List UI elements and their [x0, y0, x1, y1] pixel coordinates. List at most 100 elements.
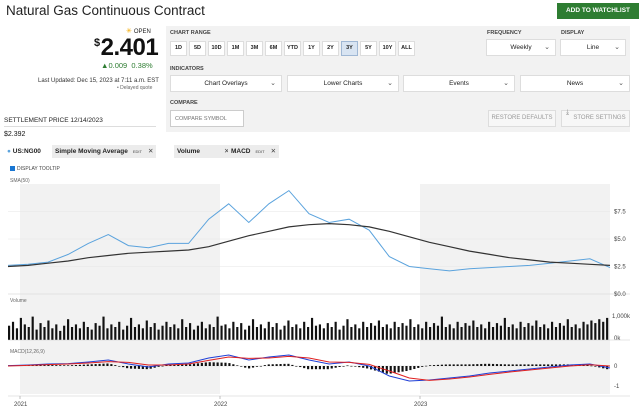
macd-histogram-bar	[122, 366, 125, 368]
change-percent: 0.38%	[131, 61, 153, 70]
volume-bar	[460, 327, 463, 340]
change-value: 0.009	[108, 61, 128, 70]
macd-histogram-bar	[535, 364, 538, 366]
restore-defaults-button[interactable]: RESTORE DEFAULTS	[488, 110, 556, 127]
volume-bar	[318, 324, 322, 340]
macd-chip[interactable]: MACD EDIT ✕	[228, 145, 280, 158]
macd-histogram-bar	[86, 364, 89, 366]
macd-histogram-bar	[275, 364, 278, 366]
range-button-ytd[interactable]: YTD	[284, 41, 301, 56]
macd-panel-label: MACD(12,26,9)	[10, 349, 45, 355]
indicators-label: INDICATORS	[170, 66, 204, 72]
range-button-10d[interactable]: 10D	[208, 41, 225, 56]
price-change: ▲0.009 0.38%	[101, 61, 153, 70]
range-button-3y[interactable]: 3Y	[341, 41, 358, 56]
range-button-3m[interactable]: 3M	[246, 41, 263, 56]
volume-chip[interactable]: Volume ✕	[174, 145, 233, 158]
store-settings-button[interactable]: ⤓ STORE SETTINGS	[561, 109, 630, 127]
volume-bar	[228, 328, 231, 340]
display-tooltip-toggle[interactable]: DISPLAY TOOLTIP	[10, 166, 60, 172]
macd-histogram-bar	[464, 364, 467, 366]
edit-link[interactable]: EDIT	[255, 149, 265, 154]
range-button-1d[interactable]: 1D	[170, 41, 187, 56]
symbol-chip[interactable]: ● US:NG00	[4, 145, 44, 158]
range-button-2y[interactable]: 2Y	[322, 41, 339, 56]
volume-bar	[602, 321, 605, 340]
volume-bar	[141, 328, 144, 340]
events-select[interactable]: Events ⌄	[403, 75, 515, 92]
volume-bar	[295, 324, 298, 340]
frequency-select[interactable]: Weekly ⌄	[486, 39, 556, 56]
volume-bar	[507, 327, 510, 340]
volume-bar	[259, 324, 262, 340]
y-tick-label: $0.0	[614, 292, 626, 298]
macd-histogram-bar	[511, 364, 514, 366]
macd-line	[7, 354, 611, 382]
volume-bar	[244, 329, 247, 340]
range-button-1y[interactable]: 1Y	[303, 41, 320, 56]
macd-histogram-bar	[287, 363, 290, 366]
volume-bar	[255, 327, 259, 340]
volume-bar	[413, 327, 416, 340]
macd-histogram-bar	[47, 365, 50, 366]
macd-histogram-bar	[397, 366, 400, 373]
macd-histogram-bar	[232, 364, 235, 366]
sma-chip[interactable]: Simple Moving Average EDIT ✕	[52, 145, 157, 158]
compare-symbol-input[interactable]	[170, 110, 244, 127]
volume-bar	[590, 320, 593, 340]
volume-bar	[240, 323, 243, 340]
close-icon[interactable]: ✕	[224, 148, 230, 155]
currency-symbol: $	[94, 37, 100, 49]
volume-bar	[354, 324, 357, 340]
add-to-watchlist-button[interactable]: ADD TO WATCHLIST	[557, 3, 639, 19]
range-button-10y[interactable]: 10Y	[379, 41, 396, 56]
macd-histogram-bar	[523, 364, 526, 366]
close-icon[interactable]: ✕	[147, 148, 154, 155]
macd-histogram-bar	[220, 362, 223, 366]
macd-histogram-bar	[440, 364, 443, 366]
macd-histogram-bar	[409, 366, 412, 371]
macd-tick-label: -1	[614, 384, 620, 390]
macd-histogram-bar	[149, 366, 152, 369]
close-icon[interactable]: ✕	[270, 148, 277, 155]
last-price: $2.401	[94, 34, 159, 62]
range-button-5y[interactable]: 5Y	[360, 41, 377, 56]
volume-bar	[200, 321, 203, 340]
volume-bar	[527, 323, 530, 340]
macd-histogram-bar	[421, 366, 424, 367]
macd-histogram-bar	[137, 366, 141, 369]
range-button-6m[interactable]: 6M	[265, 41, 282, 56]
macd-histogram-bar	[161, 365, 164, 367]
range-button-1m[interactable]: 1M	[227, 41, 244, 56]
volume-bar	[578, 328, 581, 340]
page-title: Natural Gas Continuous Contract	[6, 3, 205, 18]
macd-histogram-bar	[74, 365, 78, 366]
chart-overlays-select[interactable]: Chart Overlays ⌄	[170, 75, 282, 92]
volume-bar	[236, 327, 239, 340]
macd-histogram-bar	[354, 366, 357, 367]
volume-bar	[39, 323, 42, 340]
range-button-all[interactable]: ALL	[398, 41, 415, 56]
volume-bar	[204, 328, 207, 340]
volume-bar	[393, 321, 396, 340]
volume-bar	[122, 329, 125, 340]
chevron-down-icon: ⌄	[270, 80, 276, 87]
volume-bar	[196, 325, 200, 340]
volume-bar	[275, 323, 278, 340]
x-tick-label: 2022	[214, 402, 228, 408]
range-button-5d[interactable]: 5D	[189, 41, 206, 56]
edit-link[interactable]: EDIT	[132, 149, 142, 154]
volume-bar	[338, 329, 341, 340]
lower-charts-select[interactable]: Lower Charts ⌄	[287, 75, 399, 92]
sma-panel-label: SMA(50)	[10, 178, 30, 184]
volume-bar	[224, 324, 227, 340]
volume-tick-label: 1,000k	[612, 314, 631, 320]
display-select[interactable]: Line ⌄	[560, 39, 626, 56]
news-select[interactable]: News ⌄	[520, 75, 630, 92]
volume-bar	[67, 319, 70, 340]
macd-histogram-bar	[554, 364, 558, 366]
volume-chip-label: Volume	[177, 148, 200, 155]
macd-chip-label: MACD	[231, 148, 251, 155]
volume-bar	[444, 327, 447, 340]
